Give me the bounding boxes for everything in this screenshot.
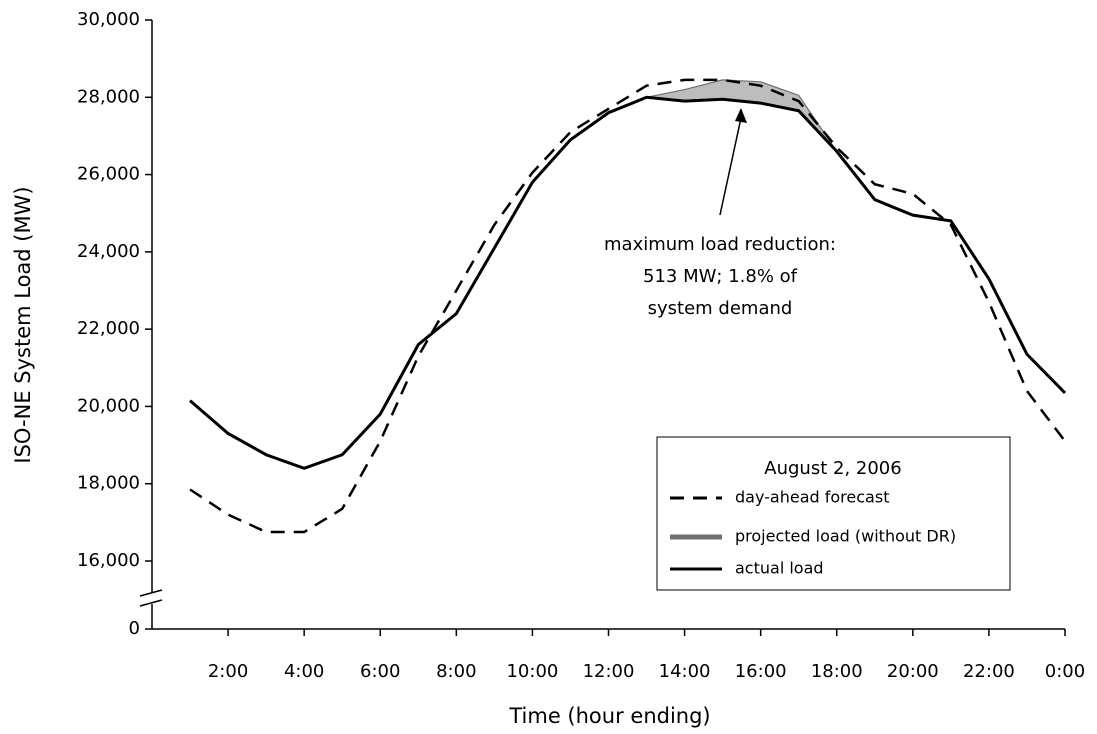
axis-break <box>139 589 163 597</box>
legend-title: August 2, 2006 <box>764 458 901 479</box>
series-line <box>189 95 1067 470</box>
legend-label: projected load (without DR) <box>735 527 956 546</box>
y-tick-label: 26,000 <box>77 164 140 185</box>
annotation-arrowhead <box>735 108 747 123</box>
y-tick-label: 16,000 <box>77 550 140 571</box>
x-tick-label: 8:00 <box>436 661 476 682</box>
y-tick-label: 0 <box>129 618 140 639</box>
x-tick-label: 22:00 <box>963 661 1015 682</box>
y-tick-label: 22,000 <box>77 318 140 339</box>
annotation-arrow <box>719 117 742 216</box>
x-tick-label: 12:00 <box>583 661 635 682</box>
x-tick-label: 20:00 <box>887 661 939 682</box>
legend-box <box>656 436 1011 591</box>
x-tick-label: 4:00 <box>284 661 324 682</box>
legend-label: actual load <box>735 559 824 578</box>
x-tick-label: 18:00 <box>811 661 863 682</box>
x-tick-label: 2:00 <box>208 661 248 682</box>
y-axis-label: ISO-NE System Load (MW) <box>11 186 35 463</box>
y-tick-label: 24,000 <box>77 241 140 262</box>
x-tick-label: 14:00 <box>659 661 711 682</box>
x-tick-label: 6:00 <box>360 661 400 682</box>
x-axis-label: Time (hour ending) <box>508 704 710 728</box>
y-tick-label: 30,000 <box>77 9 140 30</box>
legend-label: day-ahead forecast <box>735 488 889 507</box>
x-tick-label: 16:00 <box>735 661 787 682</box>
axis-break <box>139 599 163 607</box>
y-tick-label: 20,000 <box>77 395 140 416</box>
x-tick-label: 10:00 <box>506 661 558 682</box>
series-line <box>189 78 1066 534</box>
annotation-text: system demand <box>648 298 793 319</box>
annotation-text: 513 MW; 1.8% of <box>643 266 798 287</box>
x-tick-label: 0:00 <box>1045 661 1085 682</box>
annotation-text: maximum load reduction: <box>604 234 836 255</box>
y-tick-label: 28,000 <box>77 86 140 107</box>
y-tick-label: 18,000 <box>77 473 140 494</box>
